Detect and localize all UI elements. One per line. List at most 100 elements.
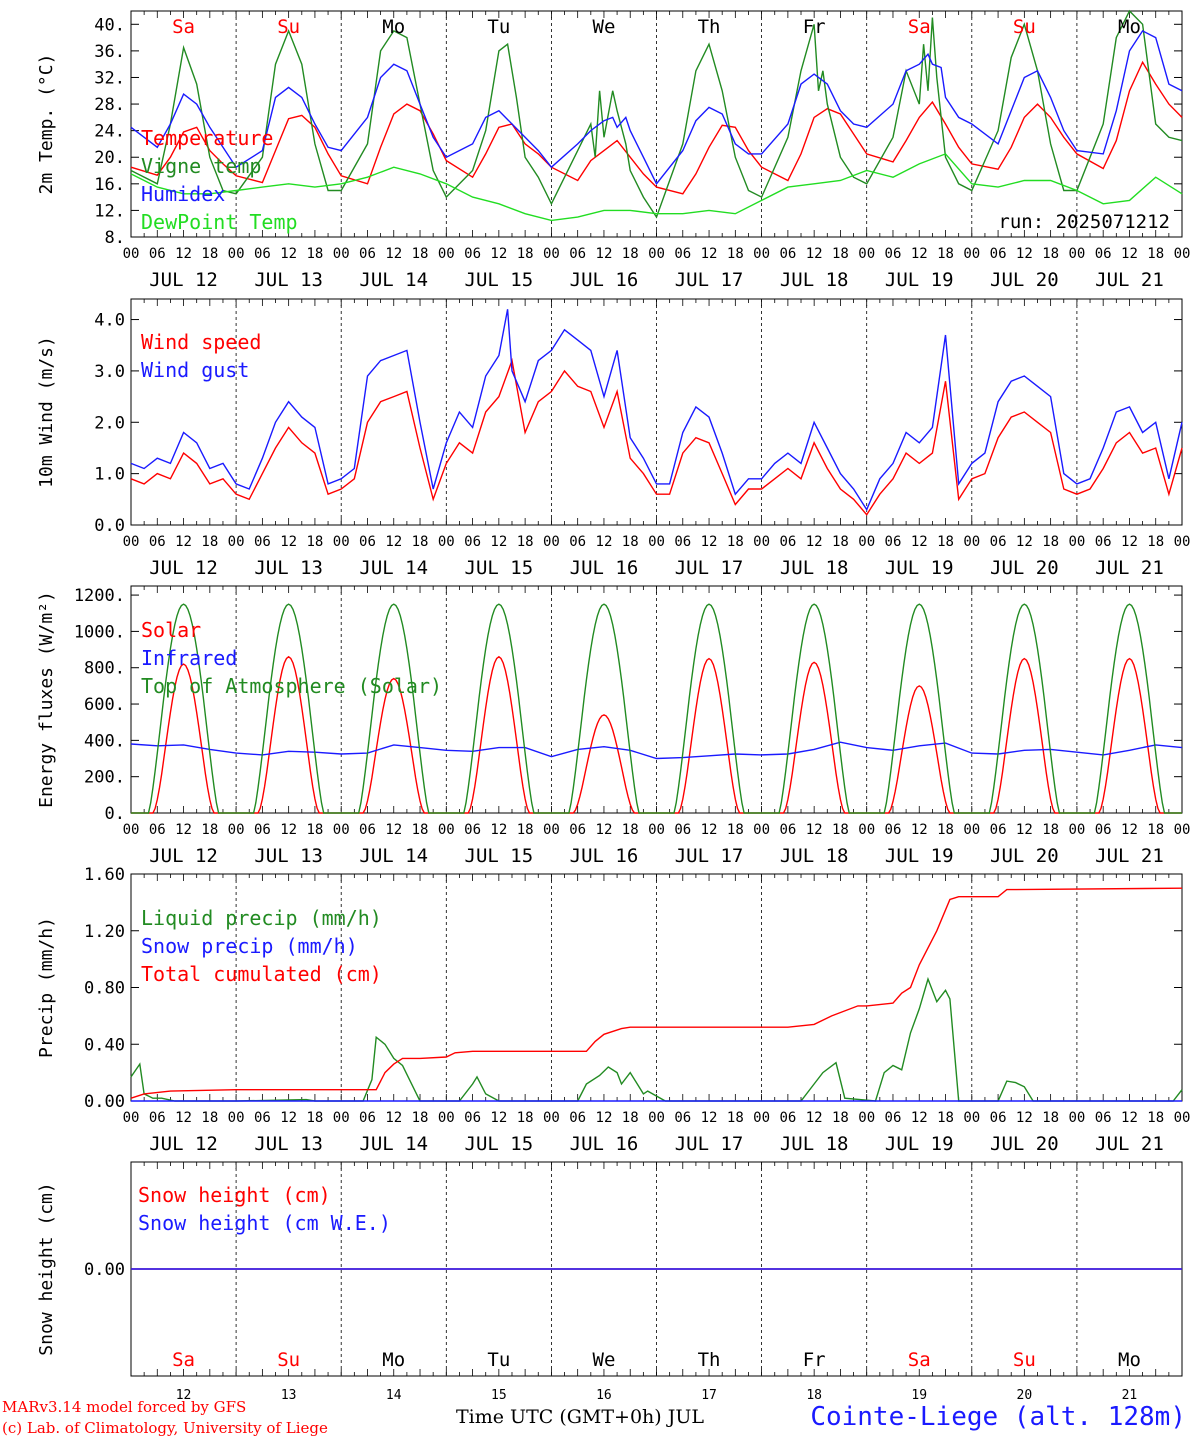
weekday-label: Mo (382, 16, 405, 38)
hour-label: 00 (438, 1110, 455, 1126)
series-line-red (130, 357, 1183, 516)
hour-label: 06 (885, 246, 902, 262)
hour-label: 06 (569, 822, 586, 838)
hour-label: 00 (963, 534, 980, 550)
hour-label: 00 (858, 246, 875, 262)
day-number: 21 (1122, 1388, 1138, 1403)
hour-label: 12 (175, 1110, 192, 1126)
date-label: JUL 12 (149, 269, 218, 291)
date-label: JUL 15 (465, 557, 534, 579)
hour-label: 18 (937, 534, 954, 550)
hour-label: 06 (254, 534, 271, 550)
series-line-blue (130, 29, 1183, 186)
y-tick-label: 0.00 (84, 1092, 125, 1112)
hour-label: 12 (701, 822, 718, 838)
date-label: JUL 13 (254, 269, 323, 291)
hour-label: 12 (701, 1110, 718, 1126)
hour-label: 00 (333, 246, 350, 262)
date-label: JUL 16 (570, 269, 639, 291)
date-label: JUL 16 (570, 1133, 639, 1155)
hour-label: 06 (674, 1110, 691, 1126)
hour-label: 00 (123, 1110, 140, 1126)
hour-label: 00 (123, 822, 140, 838)
hour-label: 18 (622, 822, 639, 838)
legend-entry: Wind gust (141, 358, 249, 382)
hour-label: 00 (858, 1110, 875, 1126)
hour-label: 12 (701, 246, 718, 262)
hour-label: 18 (517, 822, 534, 838)
hour-label: 06 (149, 1110, 166, 1126)
y-tick-label: 8. (105, 228, 125, 248)
hour-label: 06 (359, 822, 376, 838)
date-label: JUL 19 (885, 557, 954, 579)
weekday-label: Sa (908, 16, 931, 38)
y-tick-label: 20. (94, 148, 125, 168)
hour-label: 18 (412, 822, 429, 838)
model-credit: MARv3.14 model forced by GFS (2, 1398, 247, 1416)
hour-label: 06 (464, 1110, 481, 1126)
hour-label: 18 (727, 822, 744, 838)
hour-label: 00 (1174, 246, 1191, 262)
hour-label: 06 (779, 246, 796, 262)
hour-label: 18 (306, 246, 323, 262)
hour-label: 06 (779, 822, 796, 838)
hour-label: 12 (1016, 1110, 1033, 1126)
hour-label: 00 (858, 822, 875, 838)
legend-entry: Snow height (cm W.E.) (138, 1211, 391, 1235)
hour-label: 06 (990, 822, 1007, 838)
hour-label: 12 (280, 534, 297, 550)
hour-label: 18 (306, 534, 323, 550)
legend-entry: Liquid precip (mm/h) (141, 906, 382, 930)
legend-entry: Snow precip (mm/h) (141, 934, 358, 958)
hour-label: 00 (753, 822, 770, 838)
series-line-blue (130, 741, 1183, 760)
day-number: 17 (701, 1388, 717, 1403)
y-tick-label: 1.0 (94, 465, 125, 485)
y-tick-label: 0.00 (84, 1260, 125, 1280)
date-label: JUL 12 (149, 845, 218, 867)
hour-label: 18 (727, 246, 744, 262)
weekday-label: Mo (1118, 1349, 1141, 1371)
hour-label: 12 (596, 1110, 613, 1126)
hour-label: 06 (990, 534, 1007, 550)
hour-label: 12 (175, 246, 192, 262)
date-label: JUL 19 (885, 1133, 954, 1155)
date-label: JUL 21 (1095, 1133, 1164, 1155)
y-axis-label: 2m Temp. (°C) (36, 54, 57, 195)
date-label: JUL 16 (570, 845, 639, 867)
date-label: JUL 18 (780, 557, 849, 579)
date-label: JUL 15 (465, 1133, 534, 1155)
date-label: JUL 15 (465, 269, 534, 291)
y-tick-label: 3.0 (94, 362, 125, 382)
hour-label: 00 (438, 246, 455, 262)
hour-label: 18 (727, 1110, 744, 1126)
hour-label: 06 (569, 534, 586, 550)
hour-label: 06 (1095, 246, 1112, 262)
hour-label: 06 (569, 1110, 586, 1126)
day-number: 20 (1017, 1388, 1033, 1403)
hour-label: 00 (753, 246, 770, 262)
hour-label: 12 (1121, 1110, 1138, 1126)
hour-label: 00 (1068, 246, 1085, 262)
hour-label: 00 (963, 822, 980, 838)
panel-4: 0.00 0.40 0.80 1.20 1.60 Precip (mm/h) 00 06 12 1… (36, 865, 1190, 1155)
weekday-label: We (593, 16, 616, 38)
hour-label: 06 (464, 822, 481, 838)
weekday-label: We (593, 1349, 616, 1371)
time-axis-title: Time UTC (GMT+0h) JUL (456, 1406, 704, 1428)
hour-label: 18 (201, 1110, 218, 1126)
hour-label: 12 (1016, 246, 1033, 262)
hour-label: 00 (543, 822, 560, 838)
hour-label: 06 (464, 534, 481, 550)
date-label: JUL 18 (780, 845, 849, 867)
hour-label: 12 (385, 534, 402, 550)
date-label: JUL 14 (359, 845, 428, 867)
date-label: JUL 13 (254, 557, 323, 579)
legend-entry: Infrared (141, 646, 237, 670)
hour-label: 12 (1121, 534, 1138, 550)
hour-label: 06 (149, 246, 166, 262)
hour-label: 06 (779, 534, 796, 550)
hour-label: 00 (648, 534, 665, 550)
hour-label: 00 (543, 1110, 560, 1126)
